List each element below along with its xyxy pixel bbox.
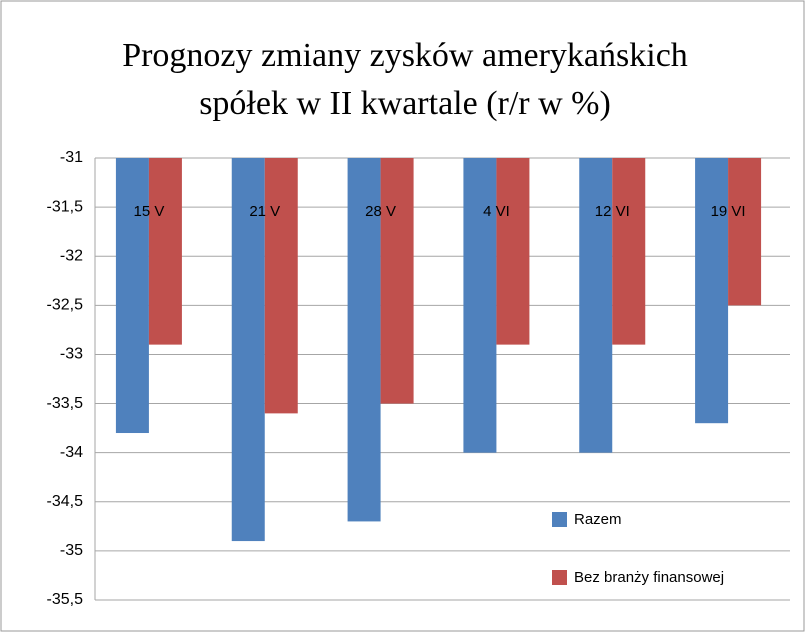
legend-swatch [552, 512, 567, 527]
legend-label: Bez branży finansowej [574, 569, 724, 586]
bar [347, 158, 381, 522]
y-tick-label: -35 [60, 542, 83, 559]
chart-title: spółek w II kwartale (r/r w %) [199, 85, 611, 122]
bar [115, 158, 149, 434]
bar [380, 158, 414, 404]
bar [148, 158, 182, 345]
legend-swatch [552, 570, 567, 585]
category-label: 28 V [365, 203, 396, 220]
bar [231, 158, 265, 542]
category-label: 4 VI [483, 203, 510, 220]
category-label: 15 V [133, 203, 164, 220]
y-tick-label: -34 [60, 444, 83, 461]
y-tick-label: -32 [60, 247, 83, 264]
bar [579, 158, 613, 453]
bar [612, 158, 646, 345]
y-tick-label: -35,5 [47, 591, 84, 608]
y-tick-label: -33,5 [47, 395, 84, 412]
bar [496, 158, 530, 345]
bar [264, 158, 298, 414]
legend-label: Razem [574, 511, 622, 528]
chart-title: Prognozy zmiany zysków amerykańskich [122, 37, 688, 74]
y-tick-label: -32,5 [47, 297, 84, 314]
bar [463, 158, 497, 453]
category-label: 12 VI [595, 203, 630, 220]
category-label: 19 VI [711, 203, 746, 220]
y-tick-label: -34,5 [47, 493, 84, 510]
y-tick-label: -33 [60, 346, 83, 363]
bar [695, 158, 729, 424]
y-tick-label: -31,5 [47, 198, 84, 215]
bar [728, 158, 762, 306]
y-tick-label: -31 [60, 149, 83, 166]
category-label: 21 V [249, 203, 280, 220]
